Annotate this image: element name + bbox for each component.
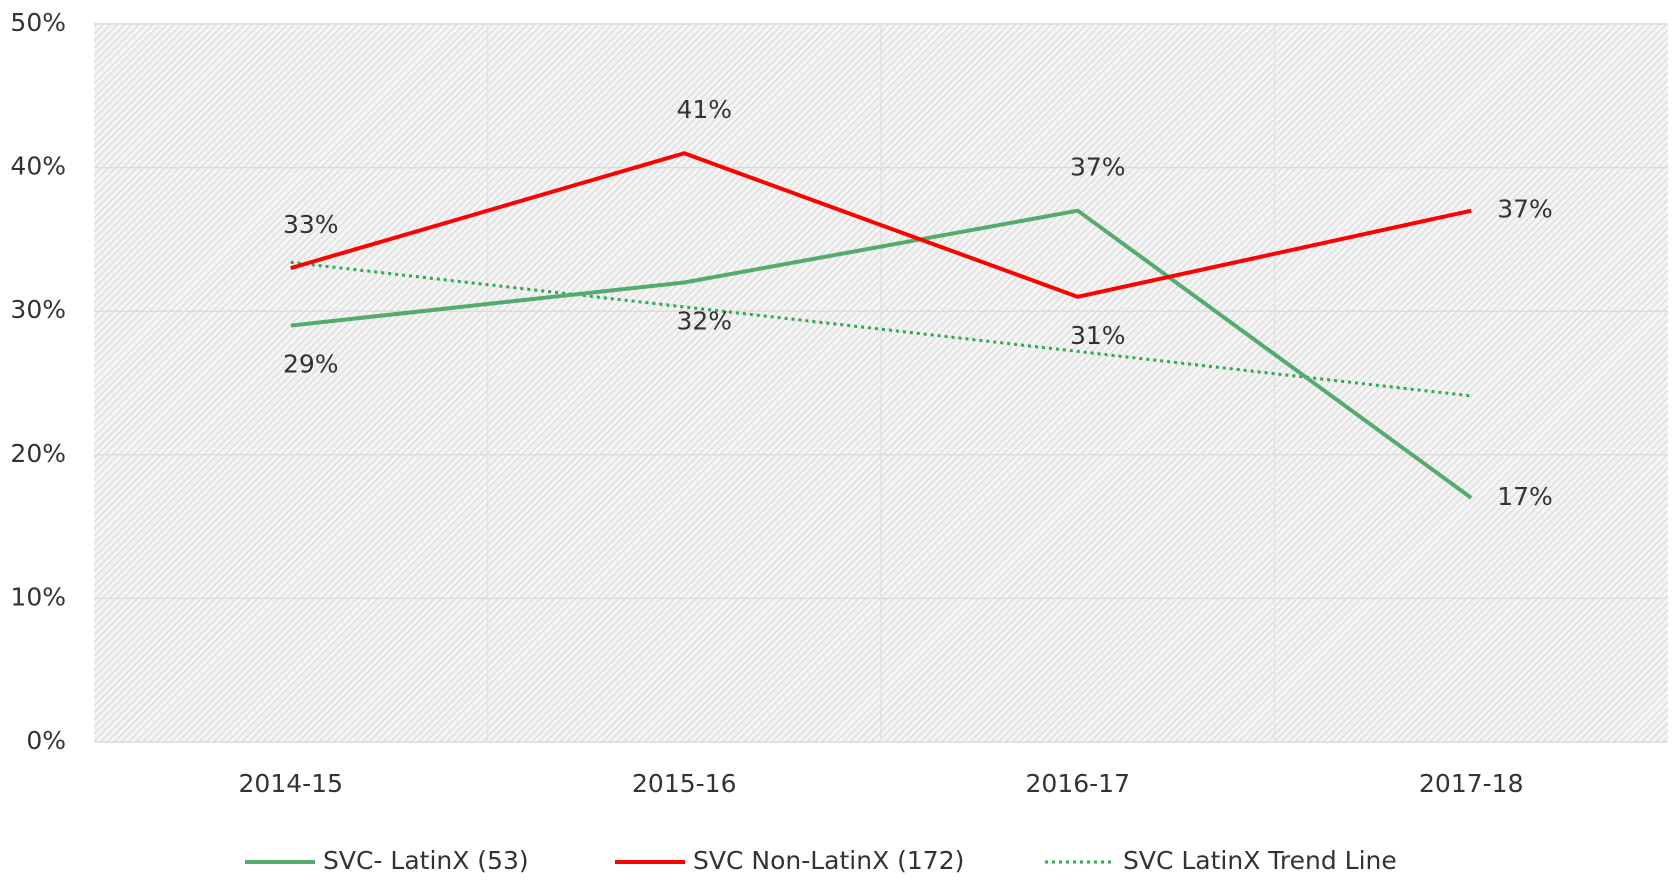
x-tick-label: 2015-16 (632, 769, 736, 798)
y-tick-label: 20% (10, 439, 66, 468)
series-line (290, 208, 1473, 500)
y-tick-label: 40% (10, 152, 66, 181)
y-tick-label: 50% (10, 8, 66, 37)
x-tick-label: 2016-17 (1026, 769, 1130, 798)
series-line (290, 151, 1472, 299)
data-label: 41% (676, 95, 732, 124)
y-tick-label: 30% (10, 295, 66, 324)
data-label: 37% (1070, 153, 1126, 182)
y-tick-label: 10% (10, 582, 66, 611)
data-label: 32% (676, 306, 732, 335)
data-label: 37% (1497, 195, 1553, 224)
data-label: 33% (283, 210, 339, 239)
x-tick-label: 2014-15 (239, 769, 343, 798)
legend-label: SVC LatinX Trend Line (1123, 846, 1397, 875)
data-label: 17% (1497, 482, 1553, 511)
legend-label: SVC- LatinX (53) (323, 846, 529, 875)
y-tick-label: 0% (26, 726, 66, 755)
legend-label: SVC Non-LatinX (172) (693, 846, 964, 875)
series-line (290, 260, 1472, 398)
data-label: 29% (283, 350, 339, 379)
x-tick-label: 2017-18 (1419, 769, 1523, 798)
data-label: 31% (1070, 321, 1126, 350)
